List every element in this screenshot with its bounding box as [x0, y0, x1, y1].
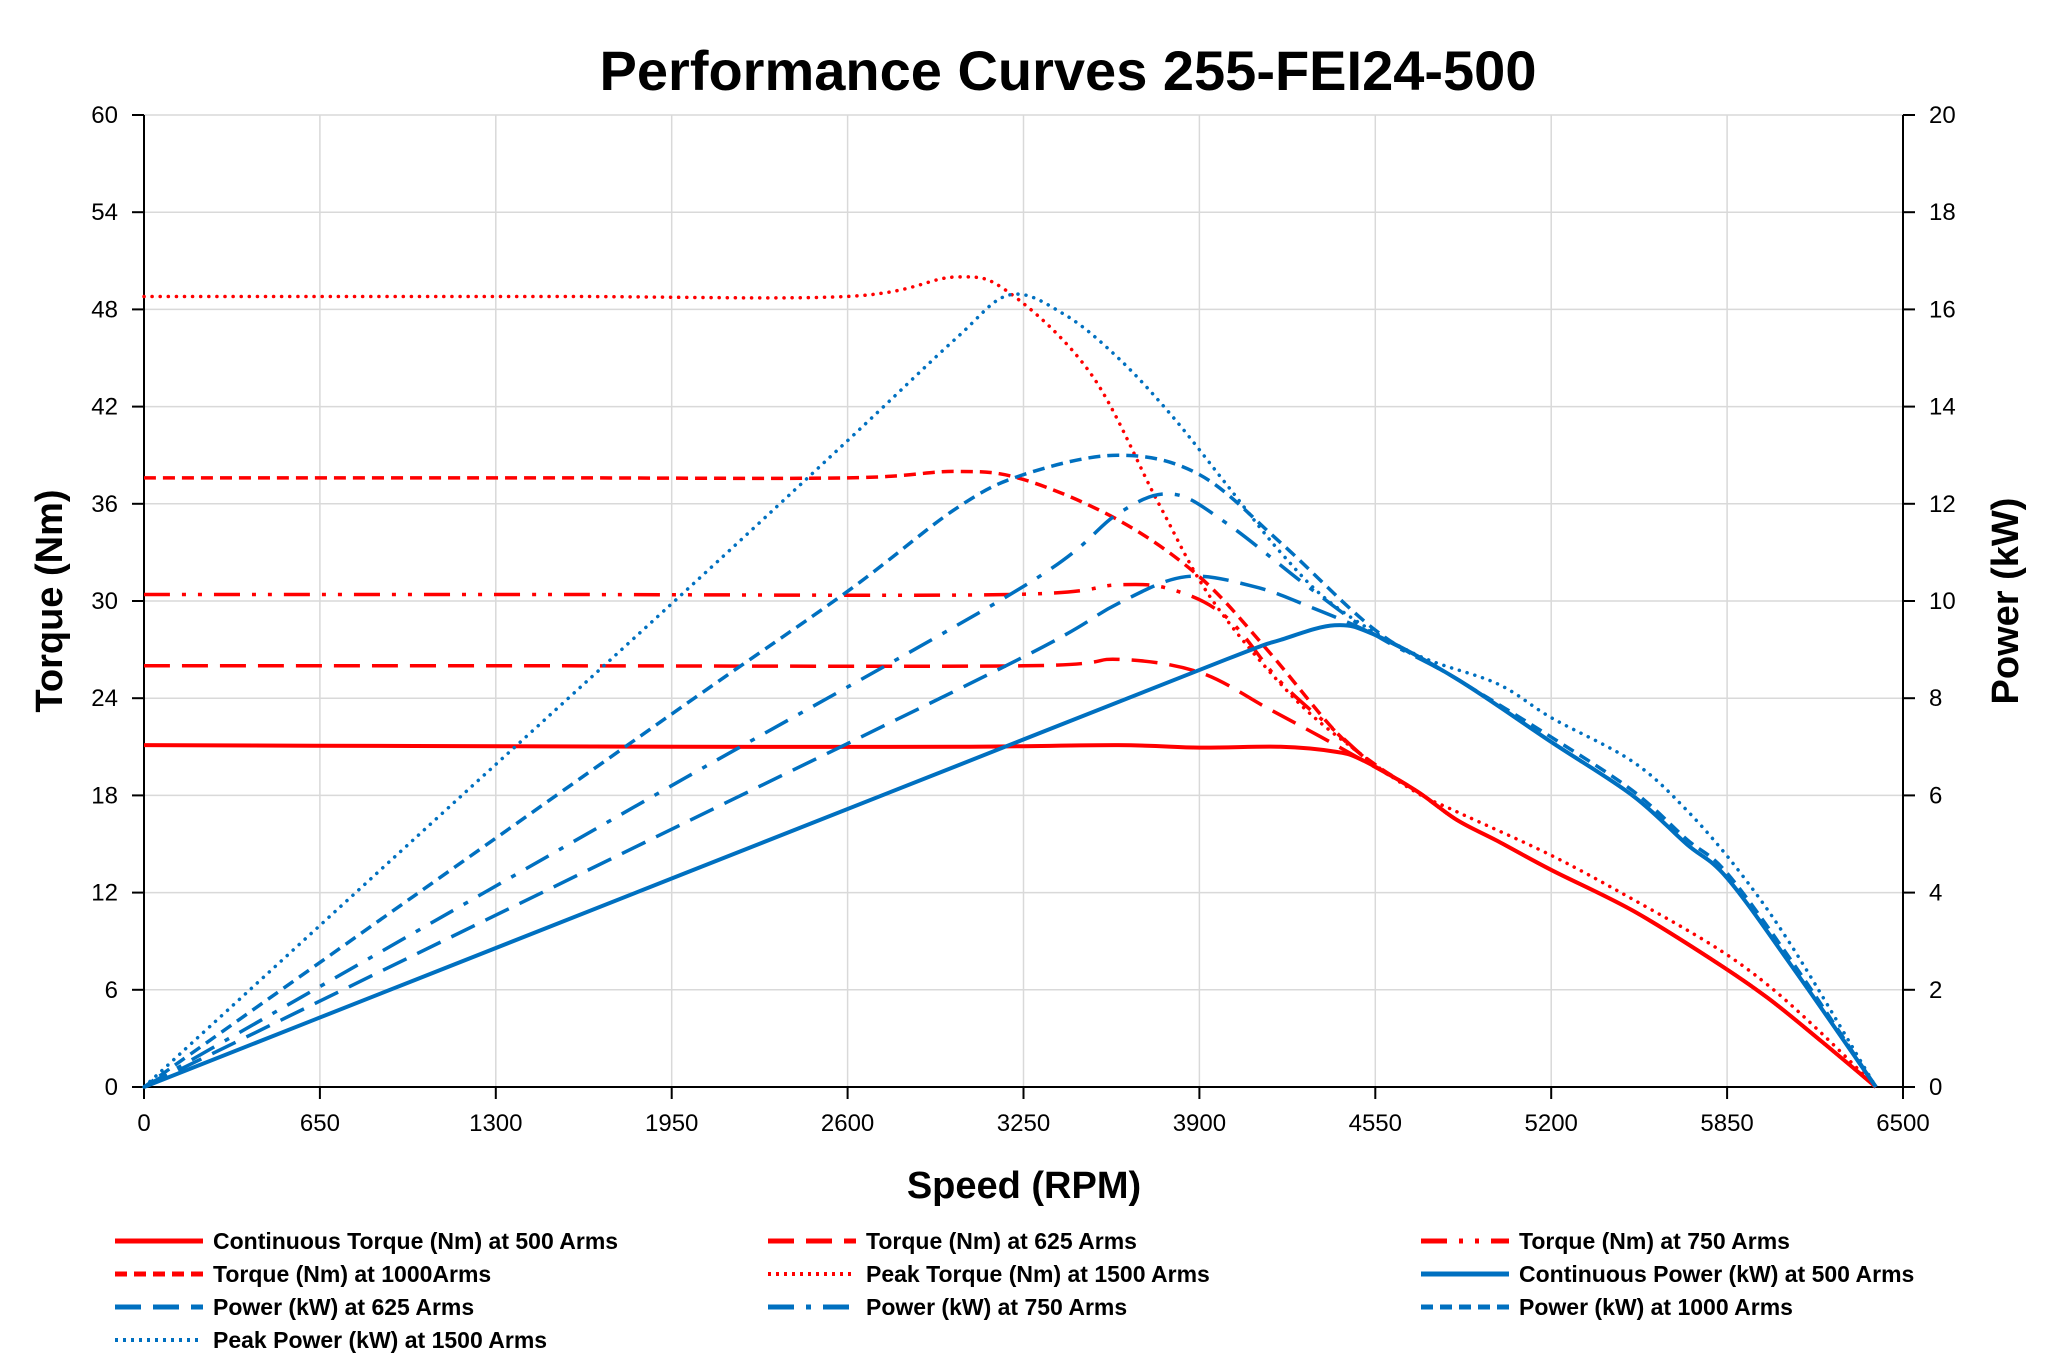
y-axis-title: Torque (Nm) — [29, 489, 71, 712]
x-tick-label: 4550 — [1349, 1110, 1402, 1137]
series-line-power-kw-at-750-arms — [143, 492, 1878, 1089]
x-tick-label: 3250 — [997, 1110, 1050, 1137]
x-axis-title: Speed (RPM) — [907, 1165, 1141, 1207]
legend-label: Power (kW) at 625 Arms — [213, 1294, 474, 1320]
x-tick-label: 0 — [137, 1110, 150, 1137]
y2-tick-label: 8 — [1929, 685, 1942, 712]
y-tick-label: 12 — [91, 880, 118, 907]
series-line-continuous-power-kw-at-500-arms — [143, 623, 1878, 1089]
axes: 0 650 1300 1950 2600 3250 3900 4550 5200 5850 6500… — [91, 102, 1955, 1137]
legend-label: Continuous Power (kW) at 500 Arms — [1519, 1261, 1914, 1287]
series-line-torque-nm-at-1000arms — [144, 469, 1878, 1089]
x-tick-label: 5200 — [1525, 1110, 1578, 1137]
series-line-torque-nm-at-750-arms — [144, 582, 1878, 1089]
legend: Continuous Torque (Nm) at 500 Arms Torque… — [115, 1228, 1914, 1353]
y2-tick-label: 2 — [1929, 977, 1942, 1004]
y-tick-label: 60 — [91, 102, 118, 129]
legend-label: Peak Power (kW) at 1500 Arms — [213, 1327, 547, 1353]
y2-tick-label: 10 — [1929, 588, 1956, 615]
y-tick-label: 18 — [91, 782, 118, 809]
y2-axis-title: Power (kW) — [1985, 498, 2027, 705]
legend-label: Peak Torque (Nm) at 1500 Arms — [866, 1261, 1210, 1287]
x-tick-label: 1300 — [469, 1110, 522, 1137]
y-tick-label: 48 — [91, 296, 118, 323]
y2-tick-label: 16 — [1929, 296, 1956, 323]
grid — [144, 114, 1903, 1087]
y2-tick-label: 20 — [1929, 102, 1956, 129]
series-line-power-kw-at-1000-arms — [142, 453, 1878, 1089]
legend-label: Torque (Nm) at 1000Arms — [213, 1261, 491, 1287]
series-line-peak-power-kw-at-1500-arms — [142, 292, 1878, 1089]
y2-tick-label: 18 — [1929, 199, 1956, 226]
y2-tick-label: 14 — [1929, 394, 1956, 421]
y2-tick-label: 6 — [1929, 782, 1942, 809]
x-tick-label: 2600 — [821, 1110, 874, 1137]
series-line-power-kw-at-625-arms — [143, 574, 1878, 1089]
x-tick-label: 3900 — [1173, 1110, 1226, 1137]
x-tick-label: 1950 — [645, 1110, 698, 1137]
y-tick-label: 6 — [105, 977, 118, 1004]
legend-label: Continuous Torque (Nm) at 500 Arms — [213, 1228, 618, 1254]
legend-label: Torque (Nm) at 625 Arms — [866, 1228, 1137, 1254]
legend-label: Power (kW) at 1000 Arms — [1519, 1294, 1793, 1320]
y-tick-label: 42 — [91, 394, 118, 421]
series-lines — [142, 275, 1878, 1089]
x-tick-label: 6500 — [1876, 1110, 1929, 1137]
y-tick-label: 36 — [91, 491, 118, 518]
series-line-torque-nm-at-625-arms — [144, 657, 1878, 1089]
y2-tick-label: 12 — [1929, 491, 1956, 518]
series-line-continuous-torque-nm-at-500-arms — [143, 743, 1878, 1089]
legend-label: Power (kW) at 750 Arms — [866, 1294, 1127, 1320]
y-tick-label: 30 — [91, 588, 118, 615]
chart-title: Performance Curves 255-FEI24-500 — [600, 39, 1537, 102]
y2-tick-label: 4 — [1929, 880, 1942, 907]
y2-tick-label: 0 — [1929, 1074, 1942, 1101]
x-tick-label: 5850 — [1700, 1110, 1753, 1137]
series-line-peak-torque-nm-at-1500-arms — [142, 275, 1878, 1089]
y-tick-label: 0 — [105, 1074, 118, 1101]
x-tick-label: 650 — [300, 1110, 340, 1137]
y-tick-label: 54 — [91, 199, 118, 226]
legend-label: Torque (Nm) at 750 Arms — [1519, 1228, 1790, 1254]
y-tick-label: 24 — [91, 685, 118, 712]
